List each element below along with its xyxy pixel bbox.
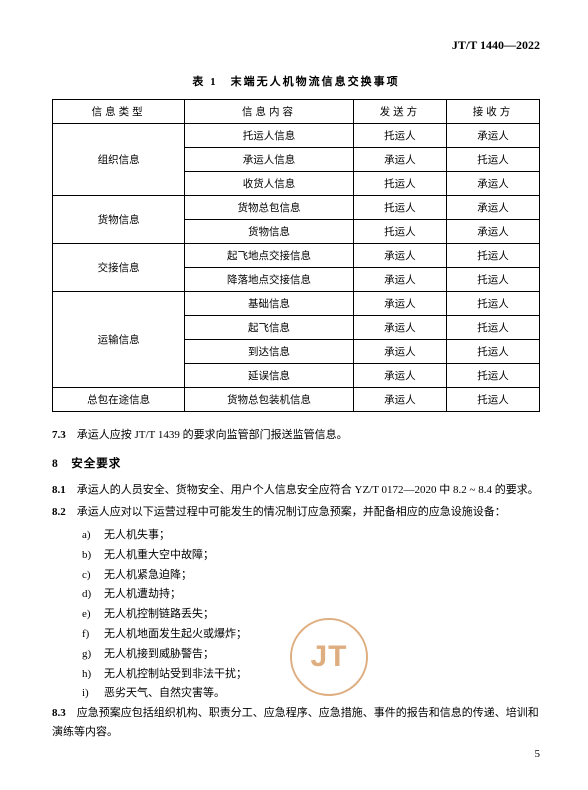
cell-content: 货物总包信息	[185, 196, 354, 220]
cell-content: 起飞信息	[185, 316, 354, 340]
cell-receiver: 托运人	[446, 340, 539, 364]
list-marker: a)	[82, 526, 104, 546]
cell-sender: 承运人	[353, 340, 446, 364]
list-text: 恶劣天气、自然灾害等。	[104, 687, 225, 699]
cell-sender: 承运人	[353, 148, 446, 172]
cell-content: 到达信息	[185, 340, 354, 364]
table-title: 表 1 末端无人机物流信息交换事项	[52, 73, 540, 89]
list-item: b)无人机重大空中故障；	[82, 546, 540, 566]
table-row: 组织信息托运人信息托运人承运人	[53, 124, 540, 148]
clause-text: 承运人的人员安全、货物安全、用户个人信息安全应符合 YZ/T 0172—2020…	[77, 484, 539, 496]
clause-text: 承运人应对以下运营过程中可能发生的情况制订应急预案，并配备相应的应急设施设备：	[77, 506, 506, 518]
cell-type: 运输信息	[53, 292, 185, 388]
clause-text: 应急预案应包括组织机构、职责分工、应急程序、应急措施、事件的报告和信息的传递、培…	[52, 707, 539, 738]
cell-sender: 承运人	[353, 268, 446, 292]
cell-content: 托运人信息	[185, 124, 354, 148]
exchange-table: 信息类型 信息内容 发送方 接收方 组织信息托运人信息托运人承运人承运人信息承运…	[52, 99, 540, 412]
cell-receiver: 承运人	[446, 196, 539, 220]
th-content: 信息内容	[185, 100, 354, 124]
list-text: 无人机紧急迫降；	[104, 569, 192, 581]
document-code: JT/T 1440—2022	[52, 38, 540, 53]
cell-type: 总包在途信息	[53, 388, 185, 412]
cell-content: 降落地点交接信息	[185, 268, 354, 292]
cell-sender: 承运人	[353, 244, 446, 268]
list-marker: h)	[82, 665, 104, 685]
list-item: a)无人机失事；	[82, 526, 540, 546]
cell-type: 货物信息	[53, 196, 185, 244]
clause-num: 8.3	[52, 707, 66, 719]
cell-content: 起飞地点交接信息	[185, 244, 354, 268]
cell-receiver: 承运人	[446, 124, 539, 148]
cell-content: 延误信息	[185, 364, 354, 388]
table-header-row: 信息类型 信息内容 发送方 接收方	[53, 100, 540, 124]
list-text: 无人机重大空中故障；	[104, 549, 214, 561]
table-row: 运输信息基础信息承运人托运人	[53, 292, 540, 316]
cell-sender: 托运人	[353, 220, 446, 244]
th-sender: 发送方	[353, 100, 446, 124]
clause-num: 8.2	[52, 506, 66, 518]
cell-receiver: 托运人	[446, 316, 539, 340]
heading-8: 8 安全要求	[52, 455, 540, 471]
list-marker: e)	[82, 605, 104, 625]
cell-sender: 承运人	[353, 388, 446, 412]
cell-receiver: 承运人	[446, 172, 539, 196]
th-type: 信息类型	[53, 100, 185, 124]
clause-8-1: 8.1 承运人的人员安全、货物安全、用户个人信息安全应符合 YZ/T 0172—…	[52, 481, 540, 500]
page-number: 5	[535, 748, 541, 760]
cell-content: 承运人信息	[185, 148, 354, 172]
clause-num: 8.1	[52, 484, 66, 496]
list-marker: g)	[82, 645, 104, 665]
list-marker: c)	[82, 566, 104, 586]
cell-receiver: 托运人	[446, 148, 539, 172]
cell-sender: 托运人	[353, 124, 446, 148]
list-text: 无人机接到威胁警告；	[104, 648, 214, 660]
cell-type: 组织信息	[53, 124, 185, 196]
stamp-text: JT	[310, 640, 347, 674]
clause-num: 7.3	[52, 429, 66, 441]
cell-sender: 承运人	[353, 292, 446, 316]
list-text: 无人机控制链路丢失；	[104, 608, 214, 620]
list-marker: d)	[82, 585, 104, 605]
cell-type: 交接信息	[53, 244, 185, 292]
clause-text: 承运人应按 JT/T 1439 的要求向监管部门报送监管信息。	[77, 429, 348, 441]
clause-8-3: 8.3 应急预案应包括组织机构、职责分工、应急程序、应急措施、事件的报告和信息的…	[52, 704, 540, 741]
list-text: 无人机地面发生起火或爆炸；	[104, 628, 247, 640]
list-item: d)无人机遭劫持；	[82, 585, 540, 605]
cell-receiver: 承运人	[446, 220, 539, 244]
list-text: 无人机失事；	[104, 529, 170, 541]
list-marker: b)	[82, 546, 104, 566]
cell-sender: 托运人	[353, 196, 446, 220]
cell-receiver: 托运人	[446, 244, 539, 268]
cell-receiver: 托运人	[446, 292, 539, 316]
list-text: 无人机控制站受到非法干扰；	[104, 668, 247, 680]
list-text: 无人机遭劫持；	[104, 588, 181, 600]
clause-8-2: 8.2 承运人应对以下运营过程中可能发生的情况制订应急预案，并配备相应的应急设施…	[52, 503, 540, 522]
cell-content: 货物总包装机信息	[185, 388, 354, 412]
table-row: 交接信息起飞地点交接信息承运人托运人	[53, 244, 540, 268]
cell-receiver: 托运人	[446, 268, 539, 292]
cell-content: 基础信息	[185, 292, 354, 316]
cell-sender: 承运人	[353, 316, 446, 340]
cell-content: 货物信息	[185, 220, 354, 244]
table-row: 总包在途信息货物总包装机信息承运人托运人	[53, 388, 540, 412]
cell-sender: 托运人	[353, 172, 446, 196]
list-marker: f)	[82, 625, 104, 645]
cell-sender: 承运人	[353, 364, 446, 388]
th-receiver: 接收方	[446, 100, 539, 124]
table-row: 货物信息货物总包信息托运人承运人	[53, 196, 540, 220]
jt-stamp: JT	[290, 618, 368, 696]
list-marker: i)	[82, 684, 104, 704]
list-item: c)无人机紧急迫降；	[82, 566, 540, 586]
cell-content: 收货人信息	[185, 172, 354, 196]
cell-receiver: 托运人	[446, 388, 539, 412]
cell-receiver: 托运人	[446, 364, 539, 388]
clause-7-3: 7.3 承运人应按 JT/T 1439 的要求向监管部门报送监管信息。	[52, 426, 540, 445]
